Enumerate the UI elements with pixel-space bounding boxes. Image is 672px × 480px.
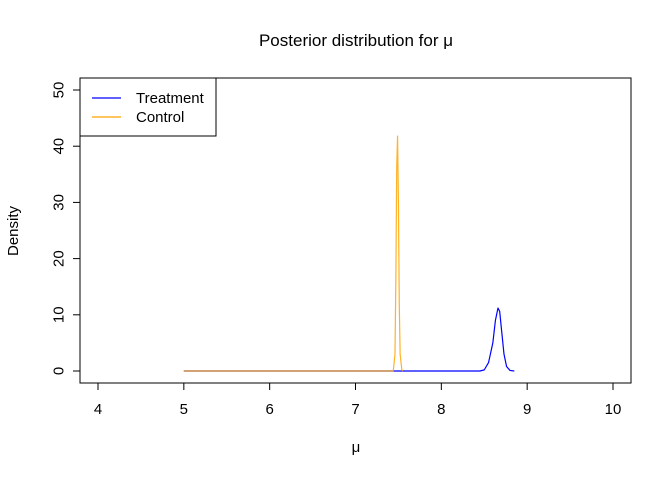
x-tick-label: 9 xyxy=(523,401,531,418)
legend: Treatment Control xyxy=(79,77,217,137)
x-tick-label: 8 xyxy=(437,401,445,418)
y-axis-label: Density xyxy=(5,205,22,256)
y-tick-label: 50 xyxy=(50,82,67,99)
x-axis-label: μ xyxy=(352,439,361,456)
x-tick-label: 7 xyxy=(351,401,359,418)
series-layer xyxy=(183,135,515,372)
y-tick-label: 0 xyxy=(50,367,67,375)
x-tick-label: 5 xyxy=(180,401,188,418)
legend-label-control: Control xyxy=(136,109,184,126)
legend-label-treatment: Treatment xyxy=(136,90,205,107)
x-tick-label: 6 xyxy=(265,401,273,418)
x-tick-label: 10 xyxy=(605,401,622,418)
y-tick-label: 30 xyxy=(50,194,67,211)
y-tick-label: 10 xyxy=(50,306,67,323)
y-tick-label: 40 xyxy=(50,138,67,155)
legend-box xyxy=(79,77,217,137)
series-line-control xyxy=(183,135,404,372)
chart-title: Posterior distribution for μ xyxy=(259,31,453,50)
x-axis: 4 5 6 7 8 9 10 xyxy=(94,382,622,418)
series-line-treatment xyxy=(183,307,515,372)
y-tick-label: 20 xyxy=(50,250,67,267)
x-tick-label: 4 xyxy=(94,401,102,418)
y-axis: 0 10 20 30 40 50 xyxy=(50,82,81,375)
